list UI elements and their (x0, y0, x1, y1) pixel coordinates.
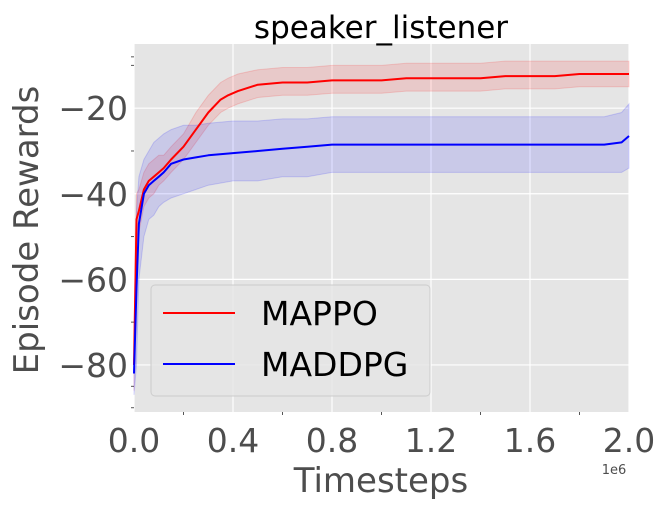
y-tick-label: −40 (58, 175, 128, 214)
y-tick-label: −80 (58, 346, 128, 385)
x-tick-labels: 0.0 0.4 0.8 1.2 1.6 2.0 (108, 421, 655, 460)
y-tick-label: −20 (58, 89, 128, 128)
legend-label-mappo: MAPPO (261, 294, 378, 333)
line-maddpg (133, 135, 630, 374)
legend: MAPPO MADDPG (150, 284, 431, 397)
chart-title: speaker_listener (254, 10, 508, 46)
legend-label-maddpg: MADDPG (261, 345, 408, 384)
x-tick-label: 0.0 (108, 421, 160, 460)
x-tick-label: 0.4 (207, 421, 259, 460)
x-axis-label: Timesteps (293, 461, 468, 501)
grid-lines (133, 44, 630, 412)
confidence-bands (133, 60, 630, 395)
x-scale-label: 1e6 (602, 463, 627, 478)
x-tick-label: 1.2 (405, 421, 457, 460)
minor-ticks (131, 56, 580, 415)
y-axis-label: Episode Rewards (7, 86, 47, 375)
line-mappo (133, 73, 629, 365)
y-tick-label: −60 (58, 260, 128, 299)
band-maddpg (133, 102, 630, 395)
x-tick-label: 1.6 (504, 421, 556, 460)
series-lines (133, 73, 630, 374)
x-tick-label: 0.8 (306, 421, 358, 460)
y-tick-labels: −80 −60 −40 −20 (58, 89, 128, 385)
band-mappo (133, 60, 630, 391)
x-tick-label: 2.0 (603, 421, 655, 460)
